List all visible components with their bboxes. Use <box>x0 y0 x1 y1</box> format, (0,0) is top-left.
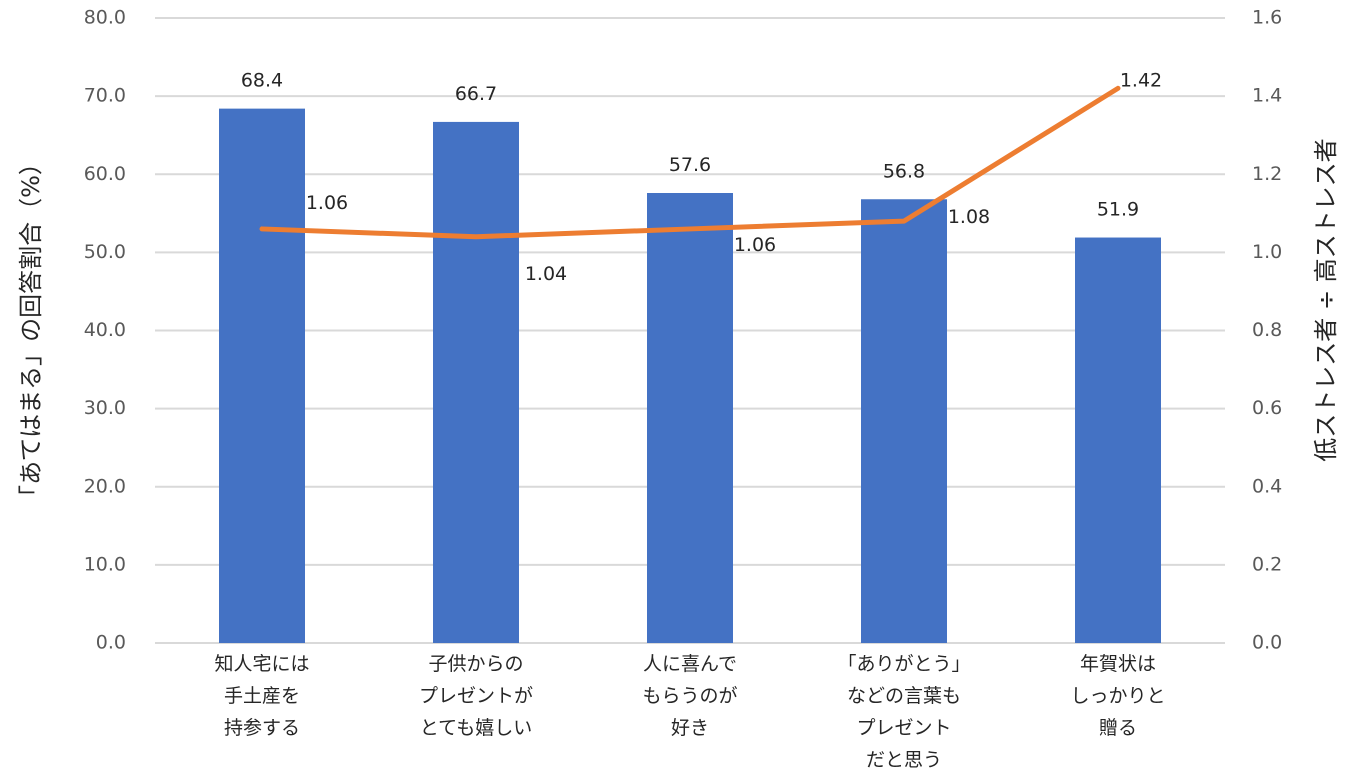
category-label-line: 好き <box>671 717 709 739</box>
bar-data-labels: 68.4 66.7 57.6 56.8 51.9 <box>241 70 1139 221</box>
category-label: 人に喜んでもらうのが好き <box>642 653 737 739</box>
right-tick-label: 0.4 <box>1252 475 1282 497</box>
category-label-line: だと思う <box>866 749 942 771</box>
line-data-label: 1.06 <box>734 234 776 256</box>
bar-data-label: 56.8 <box>883 160 925 182</box>
category-label-line: 持参する <box>224 717 300 739</box>
bar-data-label: 51.9 <box>1097 199 1139 221</box>
category-label-line: プレゼントが <box>419 685 533 707</box>
category-label-line: 贈る <box>1099 717 1137 739</box>
category-label: 知人宅には手土産を持参する <box>214 653 309 739</box>
left-axis-tick-labels: 0.0 10.0 20.0 30.0 40.0 50.0 60.0 70.0 80.0 <box>84 7 126 654</box>
category-label-line: などの言葉も <box>847 685 961 707</box>
category-label-line: しっかりと <box>1070 685 1165 707</box>
left-tick-label: 50.0 <box>84 241 126 263</box>
category-label-line: 年賀状は <box>1080 653 1156 675</box>
line-data-label: 1.42 <box>1120 69 1162 91</box>
category-label: 「ありがとう」などの言葉もプレゼントだと思う <box>837 653 970 771</box>
category-label: 子供からのプレゼントがとても嬉しい <box>419 653 533 739</box>
right-tick-label: 1.6 <box>1252 7 1282 29</box>
bar <box>861 199 947 643</box>
line-data-label: 1.08 <box>948 206 990 228</box>
left-axis-title: 「あてはまる」の回答割合（%） <box>17 151 45 509</box>
bar-data-label: 66.7 <box>455 83 497 105</box>
bar <box>433 121 519 643</box>
bar <box>647 193 733 643</box>
line-data-labels: 1.06 1.04 1.06 1.08 1.42 <box>306 69 1162 284</box>
category-label-line: 知人宅には <box>214 653 309 675</box>
bar <box>1075 237 1161 643</box>
left-tick-label: 60.0 <box>84 163 126 185</box>
category-label-line: プレゼント <box>856 717 951 739</box>
category-label-line: 人に喜んで <box>643 653 737 675</box>
left-tick-label: 30.0 <box>84 397 126 419</box>
category-label-line: とても嬉しい <box>420 717 532 739</box>
bars <box>219 108 1161 643</box>
category-label-line: 手土産を <box>224 685 300 707</box>
right-axis-title: 低ストレス者 ÷ 高ストレス者 <box>1312 138 1340 461</box>
ratio-line-series <box>259 85 1121 240</box>
right-tick-label: 0.8 <box>1252 319 1282 341</box>
right-tick-label: 1.2 <box>1252 163 1282 185</box>
left-tick-label: 10.0 <box>84 553 126 575</box>
category-label-line: もらうのが <box>642 685 737 707</box>
line-data-label: 1.06 <box>306 192 348 214</box>
right-tick-label: 0.2 <box>1252 553 1282 575</box>
right-tick-label: 0.0 <box>1252 632 1282 654</box>
ratio-line <box>259 85 1121 240</box>
bar-data-label: 57.6 <box>669 154 711 176</box>
left-tick-label: 70.0 <box>84 85 126 107</box>
right-axis-tick-labels: 0.0 0.2 0.4 0.6 0.8 1.0 1.2 1.4 1.6 <box>1252 7 1282 654</box>
left-tick-label: 0.0 <box>96 632 126 654</box>
category-label: 年賀状はしっかりと贈る <box>1070 653 1165 739</box>
left-tick-label: 40.0 <box>84 319 126 341</box>
right-tick-label: 1.4 <box>1252 85 1282 107</box>
bar-data-label: 68.4 <box>241 70 283 92</box>
bar <box>219 108 305 643</box>
category-label-line: 子供からの <box>428 653 523 675</box>
left-tick-label: 80.0 <box>84 7 126 29</box>
left-tick-label: 20.0 <box>84 475 126 497</box>
right-tick-label: 1.0 <box>1252 241 1282 263</box>
category-labels: 知人宅には手土産を持参する 子供からのプレゼントがとても嬉しい 人に喜んでもらうのが… <box>214 653 1165 771</box>
line-data-label: 1.04 <box>525 263 567 285</box>
right-tick-label: 0.6 <box>1252 397 1282 419</box>
category-label-line: 「ありがとう」 <box>837 653 970 675</box>
